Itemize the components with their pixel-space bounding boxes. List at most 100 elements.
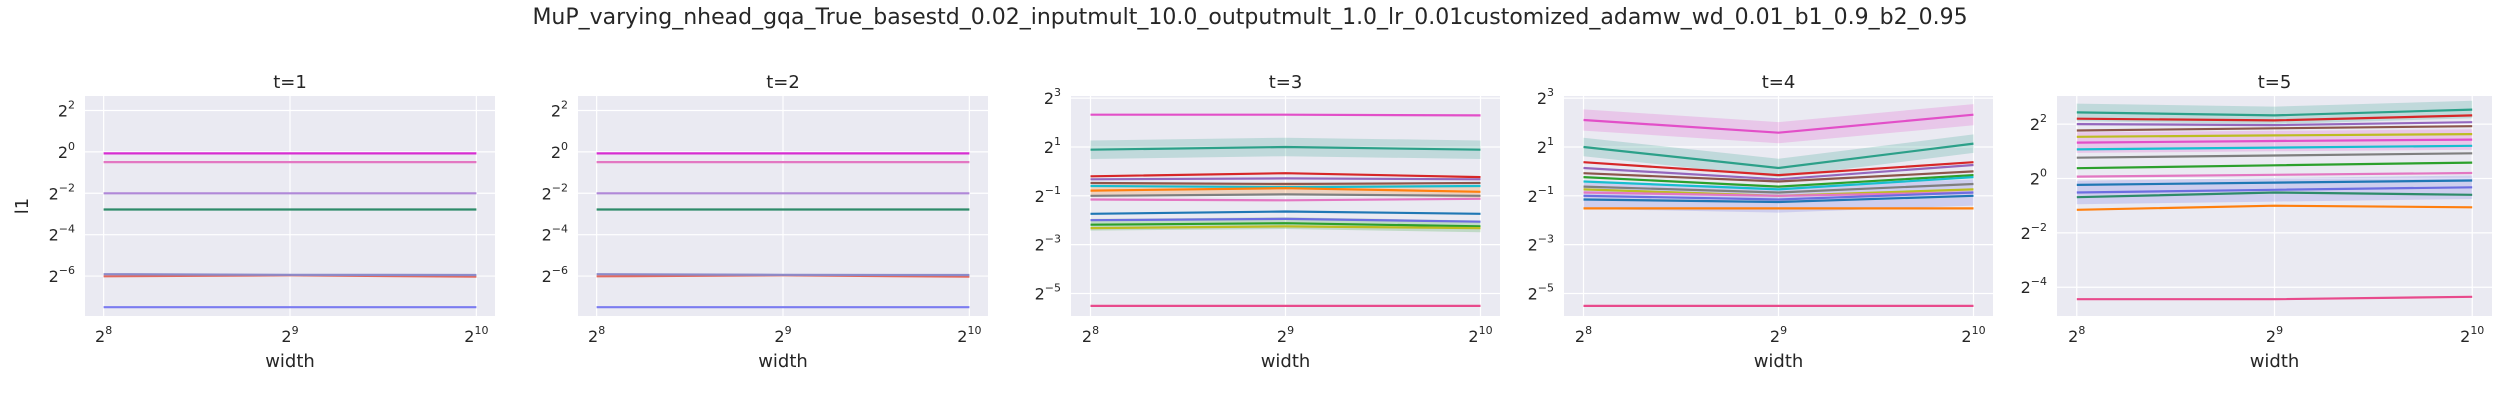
- y-tick-label: 20: [2030, 167, 2047, 189]
- subplot-title: t=4: [1762, 72, 1796, 93]
- series-line: [2076, 108, 2473, 117]
- series-line: [1583, 191, 1974, 201]
- y-tick-label: 2−1: [1035, 184, 1061, 206]
- series-line: [1090, 177, 1481, 181]
- y-tick-label: 20: [551, 140, 568, 162]
- x-tick-label: 210: [464, 324, 488, 346]
- series-band: [1583, 134, 1974, 178]
- subplot-5: 28 29 210 2−4 2−2 20 22 t=5 width: [2021, 72, 2492, 372]
- x-axis-label: width: [2250, 351, 2300, 372]
- series-band: [1583, 104, 1974, 144]
- series-line: [2076, 125, 2473, 132]
- x-tick-label: 210: [957, 324, 981, 346]
- series-line: [1090, 193, 1481, 197]
- series-line: [1583, 161, 1974, 177]
- series-line: [1583, 176, 1974, 191]
- x-tick-label: 29: [2266, 324, 2283, 346]
- series-line: [1583, 174, 1974, 188]
- y-tick-label: 2−5: [1035, 281, 1061, 303]
- y-tick-label: 21: [1044, 135, 1061, 157]
- x-tick-label: 28: [1575, 324, 1592, 346]
- series-line: [1090, 217, 1481, 223]
- series-line: [1090, 172, 1481, 179]
- x-tick-label: 28: [95, 324, 112, 346]
- subplots: 28 29 210 2−6 2−4 2−2 20 22 t=1 width l1 28 29 210 2−6…: [12, 72, 2492, 372]
- x-tick-label: 210: [1961, 324, 1985, 346]
- series-line: [1090, 184, 1481, 189]
- y-tick-label: 23: [1044, 86, 1061, 108]
- series-line: [2076, 161, 2473, 170]
- y-tick-label: 2−4: [542, 223, 568, 245]
- x-tick-label: 29: [1277, 324, 1294, 346]
- subplot-4: 28 29 210 2−5 2−3 2−1 21 23 t=4 width: [1528, 72, 1993, 372]
- y-tick-label: 2−6: [542, 264, 568, 286]
- y-tick-label: 2−2: [542, 181, 568, 203]
- figure-suptitle: MuP_varying_nhead_gqa_True_basestd_0.02_…: [532, 5, 1967, 30]
- x-tick-label: 29: [774, 324, 791, 346]
- series-line: [2076, 204, 2473, 211]
- series-line: [1090, 113, 1481, 117]
- x-tick-label: 28: [588, 324, 605, 346]
- subplot-title: t=2: [766, 72, 800, 93]
- subplot-title: t=1: [273, 72, 307, 93]
- series-line: [2076, 171, 2473, 178]
- series-line: [2076, 191, 2473, 199]
- x-tick-label: 210: [1468, 324, 1492, 346]
- series-line: [1583, 142, 1974, 170]
- series-line: [2076, 152, 2473, 159]
- x-axis-label: width: [1754, 351, 1804, 372]
- series-line: [2076, 144, 2473, 151]
- y-tick-label: 2−6: [49, 264, 75, 286]
- y-axis-label: l1: [12, 198, 33, 214]
- series-line: [103, 273, 477, 277]
- y-tick-label: 21: [1537, 135, 1554, 157]
- series-line: [1090, 181, 1481, 186]
- subplot-1: 28 29 210 2−6 2−4 2−2 20 22 t=1 width l1: [12, 72, 495, 372]
- y-tick-label: 2−3: [1528, 233, 1554, 255]
- series-line: [2076, 121, 2473, 127]
- x-tick-label: 29: [1770, 324, 1787, 346]
- series-line: [2076, 133, 2473, 138]
- series-line: [2076, 179, 2473, 186]
- y-tick-label: 2−3: [1035, 233, 1061, 255]
- series-line: [1583, 194, 1974, 204]
- series-line: [1090, 222, 1481, 228]
- series-line: [1090, 225, 1481, 230]
- x-tick-label: 29: [281, 324, 298, 346]
- y-tick-label: 2−4: [49, 223, 75, 245]
- y-tick-label: 2−1: [1528, 184, 1554, 206]
- x-axis-label: width: [265, 351, 315, 372]
- series-line: [2076, 295, 2473, 301]
- series-band: [1090, 137, 1481, 159]
- y-tick-label: 2−5: [1528, 281, 1554, 303]
- x-tick-label: 28: [2068, 324, 2085, 346]
- series-line: [2076, 138, 2473, 144]
- subplot-2: 28 29 210 2−6 2−4 2−2 20 22 t=2 width: [542, 72, 988, 372]
- series-line: [1090, 187, 1481, 193]
- series-line: [1583, 113, 1974, 134]
- x-axis-label: width: [758, 351, 808, 372]
- subplot-3: 28 29 210 2−5 2−3 2−1 21 23 t=3 width: [1035, 72, 1500, 372]
- y-tick-label: 2−4: [2021, 275, 2047, 297]
- x-tick-label: 210: [2460, 324, 2484, 346]
- y-tick-label: 2−2: [49, 181, 75, 203]
- y-tick-label: 20: [58, 140, 75, 162]
- y-tick-label: 2−2: [2021, 221, 2047, 243]
- series-line: [1090, 210, 1481, 215]
- series-line: [2076, 186, 2473, 194]
- series-line: [1090, 145, 1481, 151]
- y-tick-label: 22: [2030, 112, 2047, 134]
- y-tick-label: 23: [1537, 86, 1554, 108]
- subplot-title: t=5: [2258, 72, 2292, 93]
- y-tick-label: 22: [551, 98, 568, 120]
- series-line: [1583, 191, 1974, 197]
- subplot-title: t=3: [1269, 72, 1303, 93]
- series-line: [1090, 197, 1481, 202]
- series-line: [2076, 114, 2473, 122]
- series-line: [1583, 182, 1974, 194]
- x-axis-label: width: [1261, 351, 1311, 372]
- x-tick-label: 28: [1082, 324, 1099, 346]
- y-tick-label: 22: [58, 98, 75, 120]
- series-line: [1583, 163, 1974, 181]
